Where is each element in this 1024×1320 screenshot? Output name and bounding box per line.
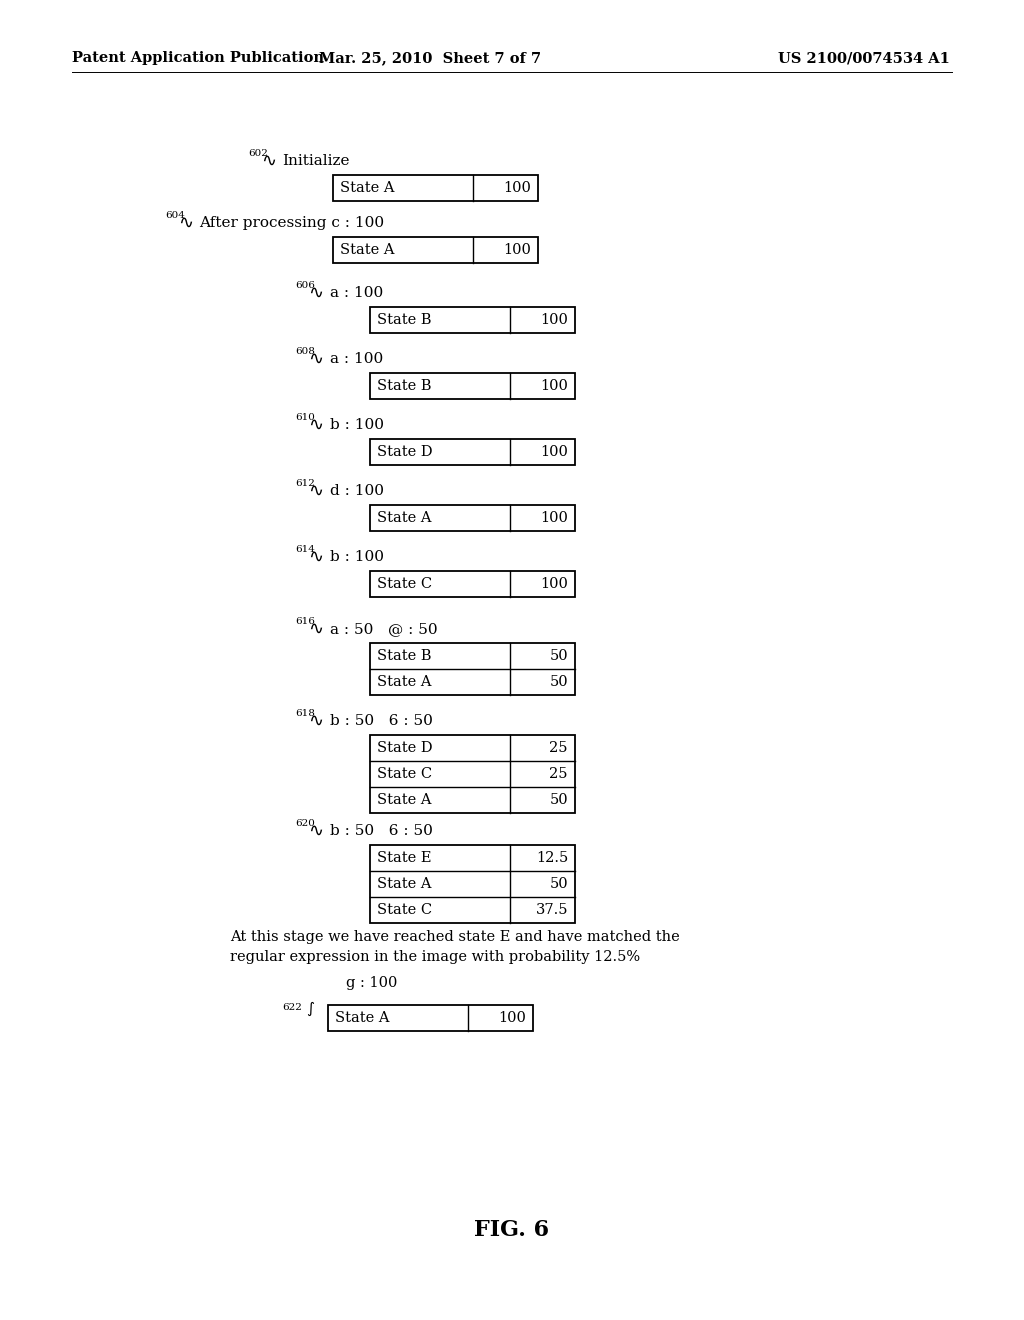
Text: State C: State C (377, 577, 432, 591)
Text: Mar. 25, 2010  Sheet 7 of 7: Mar. 25, 2010 Sheet 7 of 7 (318, 51, 541, 65)
Bar (370, 506, 575, 531)
Text: State E: State E (377, 851, 431, 865)
Text: FIG. 6: FIG. 6 (474, 1218, 550, 1241)
Text: State A: State A (377, 876, 431, 891)
Text: 614: 614 (295, 545, 314, 554)
Text: 608: 608 (295, 347, 314, 356)
Text: 50: 50 (549, 675, 568, 689)
Text: 610: 610 (295, 413, 314, 422)
Text: 100: 100 (540, 577, 568, 591)
Text: State C: State C (377, 903, 432, 917)
Text: ∫: ∫ (306, 1001, 314, 1015)
Text: d : 100: d : 100 (330, 484, 384, 498)
Text: 50: 50 (549, 649, 568, 663)
Text: a : 100: a : 100 (330, 286, 383, 300)
Text: b : 100: b : 100 (330, 550, 384, 564)
Text: State A: State A (340, 181, 394, 195)
Text: 622: 622 (282, 1003, 302, 1012)
Text: ∿: ∿ (308, 416, 323, 434)
Text: State B: State B (377, 313, 431, 327)
Text: ∿: ∿ (308, 620, 323, 638)
Text: 602: 602 (248, 149, 268, 158)
Text: State A: State A (377, 511, 431, 525)
Text: 606: 606 (295, 281, 314, 290)
Bar (370, 374, 575, 399)
Text: State C: State C (377, 767, 432, 781)
Text: 100: 100 (498, 1011, 526, 1026)
Text: 12.5: 12.5 (536, 851, 568, 865)
Text: 100: 100 (503, 243, 531, 257)
Text: regular expression in the image with probability 12.5%: regular expression in the image with pro… (230, 950, 640, 964)
Text: ∿: ∿ (308, 284, 323, 302)
Text: State A: State A (377, 675, 431, 689)
Text: Patent Application Publication: Patent Application Publication (72, 51, 324, 65)
Text: At this stage we have reached state E and have matched the: At this stage we have reached state E an… (230, 931, 680, 944)
Text: ∿: ∿ (178, 214, 194, 232)
Text: 100: 100 (540, 445, 568, 459)
Bar (333, 238, 538, 263)
Text: ∿: ∿ (308, 822, 323, 840)
Text: 25: 25 (550, 741, 568, 755)
Bar (370, 440, 575, 465)
Bar (370, 643, 575, 696)
Text: State A: State A (335, 1011, 389, 1026)
Text: State A: State A (340, 243, 394, 257)
Text: b : 50   6 : 50: b : 50 6 : 50 (330, 824, 432, 838)
Bar (370, 735, 575, 813)
Bar (370, 308, 575, 333)
Text: 100: 100 (540, 379, 568, 393)
Text: State A: State A (377, 793, 431, 807)
Text: b : 50   6 : 50: b : 50 6 : 50 (330, 714, 432, 729)
Text: 25: 25 (550, 767, 568, 781)
Text: ∿: ∿ (308, 482, 323, 500)
Text: 616: 616 (295, 616, 314, 626)
Text: State B: State B (377, 649, 431, 663)
Text: ∿: ∿ (261, 152, 276, 170)
Text: g : 100: g : 100 (346, 975, 397, 990)
Text: 618: 618 (295, 709, 314, 718)
Text: US 2100/0074534 A1: US 2100/0074534 A1 (778, 51, 950, 65)
Text: 604: 604 (165, 211, 185, 220)
Text: Initialize: Initialize (283, 154, 350, 168)
Text: 50: 50 (549, 876, 568, 891)
Text: State D: State D (377, 445, 432, 459)
Text: ∿: ∿ (308, 548, 323, 566)
Text: 50: 50 (549, 793, 568, 807)
Text: ∿: ∿ (308, 350, 323, 368)
Bar (370, 572, 575, 597)
Text: After processing c : 100: After processing c : 100 (200, 216, 385, 230)
Text: 620: 620 (295, 818, 314, 828)
Bar (328, 1005, 534, 1031)
Text: 100: 100 (503, 181, 531, 195)
Text: State B: State B (377, 379, 431, 393)
Text: State D: State D (377, 741, 432, 755)
Text: b : 100: b : 100 (330, 418, 384, 432)
Text: ∿: ∿ (308, 711, 323, 730)
Text: 100: 100 (540, 511, 568, 525)
Bar (333, 176, 538, 201)
Text: 612: 612 (295, 479, 314, 488)
Bar (370, 845, 575, 923)
Text: 37.5: 37.5 (536, 903, 568, 917)
Text: 100: 100 (540, 313, 568, 327)
Text: a : 100: a : 100 (330, 352, 383, 366)
Text: a : 50   @ : 50: a : 50 @ : 50 (330, 622, 437, 636)
